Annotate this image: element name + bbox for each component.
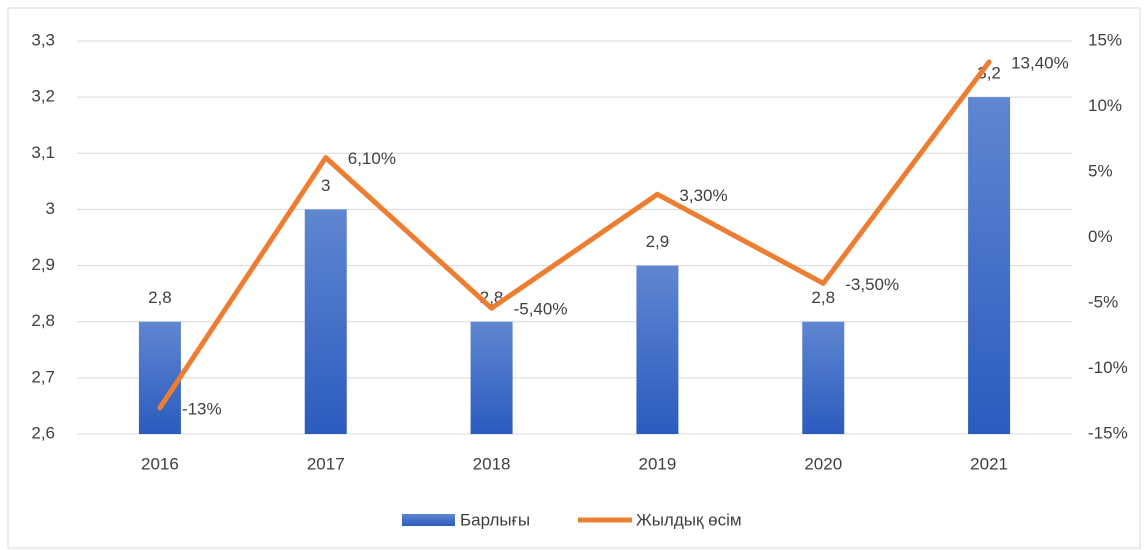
y2-tick-label: 5%	[1088, 161, 1113, 180]
y2-tick-label: 15%	[1088, 30, 1122, 49]
x-tick-label: 2017	[307, 454, 345, 473]
y-tick-label: 2,9	[31, 255, 55, 274]
line	[157, 59, 992, 411]
y-tick-label: 3	[46, 199, 55, 218]
y2-tick-label: -5%	[1088, 292, 1118, 311]
y2-tick-label: -15%	[1088, 423, 1128, 442]
data-label: 2,9	[646, 232, 670, 251]
data-label: -5,40%	[514, 300, 568, 319]
bar	[304, 209, 347, 434]
data-label: 2,8	[811, 288, 835, 307]
y2-tick-label: -10%	[1088, 358, 1128, 377]
x-tick-label: 2020	[804, 454, 842, 473]
bar	[802, 321, 845, 434]
y-tick-label: 3,3	[31, 30, 55, 49]
bar	[138, 321, 181, 434]
data-label: 2,8	[148, 288, 172, 307]
y-tick-label: 2,6	[31, 423, 55, 442]
y-tick-label: 3,1	[31, 143, 55, 162]
legend-swatch	[402, 514, 455, 526]
y-tick-label: 3,2	[31, 87, 55, 106]
x-tick-label: 2019	[639, 454, 677, 473]
y2-tick-label: 0%	[1088, 227, 1113, 246]
x-tick-label: 2021	[970, 454, 1008, 473]
bar	[968, 97, 1011, 435]
data-label: 6,10%	[348, 149, 396, 168]
x-tick-label: 2016	[141, 454, 179, 473]
bar	[636, 265, 679, 434]
data-label: -3,50%	[845, 275, 899, 294]
chart-border	[7, 7, 1141, 549]
y2-tick-label: 10%	[1088, 96, 1122, 115]
y-tick-label: 2,7	[31, 367, 55, 386]
legend-label: Барлығы	[460, 510, 530, 529]
x-tick-label: 2018	[473, 454, 511, 473]
bar	[470, 321, 513, 434]
data-label: 3,30%	[679, 186, 727, 205]
legend-label: Жылдық өсім	[636, 510, 742, 529]
data-label: 13,40%	[1011, 53, 1069, 72]
data-label: 3	[321, 176, 330, 195]
y-tick-label: 2,8	[31, 311, 55, 330]
data-label: -13%	[182, 399, 222, 418]
